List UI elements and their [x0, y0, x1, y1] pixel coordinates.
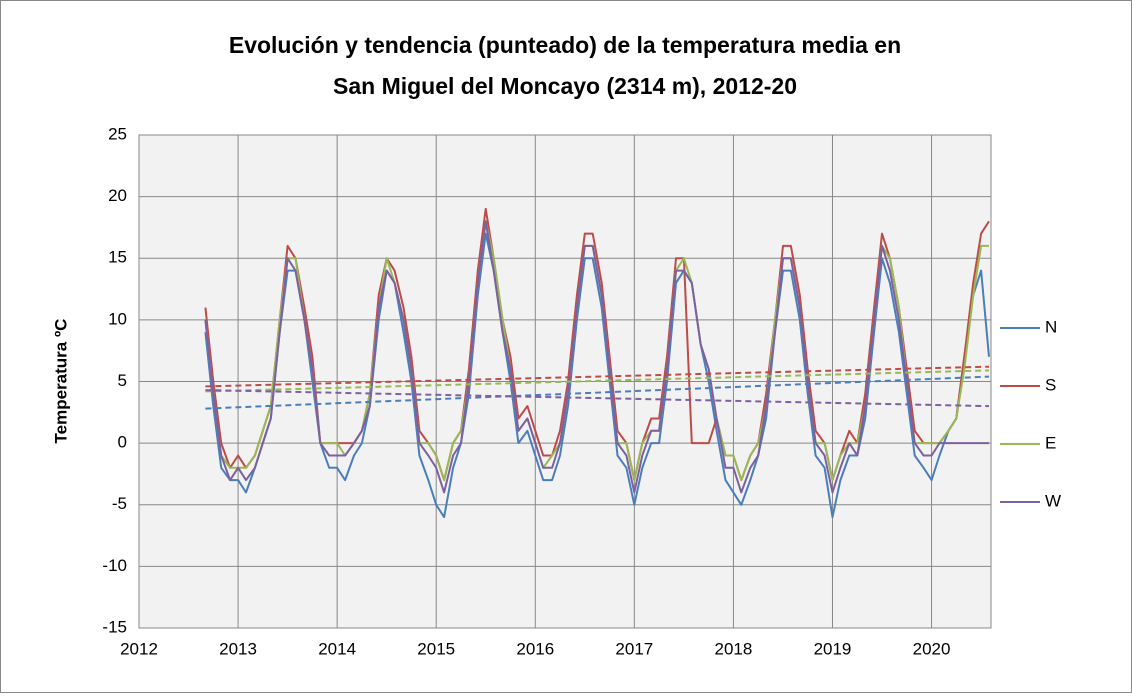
y-tick-label: 0	[118, 433, 127, 452]
x-tick-label: 2013	[219, 639, 257, 658]
x-tick-label: 2015	[417, 639, 455, 658]
y-tick-label: 20	[108, 186, 127, 205]
y-tick-label: 5	[118, 371, 127, 390]
series-line	[204, 220, 989, 494]
y-tick-label: 15	[108, 248, 127, 267]
y-tick-label: -10	[102, 556, 127, 575]
y-tick-label: 10	[108, 309, 127, 328]
y-axis-label: Temperatura ºC	[51, 319, 70, 444]
x-tick-label: 2018	[715, 639, 753, 658]
trend-line	[205, 375, 990, 410]
legend-label: N	[1045, 317, 1057, 336]
chart-title: Evolución y tendencia (punteado) de la t…	[229, 32, 901, 58]
y-tick-label: -15	[102, 617, 127, 636]
legend-label: W	[1045, 491, 1061, 510]
trend-line	[205, 365, 990, 388]
x-tick-label: 2017	[615, 639, 653, 658]
y-tick-label: -5	[112, 494, 127, 513]
chart-title: San Miguel del Moncayo (2314 m), 2012-20	[333, 73, 797, 99]
trend-line	[205, 389, 990, 408]
x-tick-label: 2016	[516, 639, 554, 658]
x-tick-label: 2012	[120, 639, 158, 658]
legend-label: E	[1045, 433, 1056, 452]
y-tick-label: 25	[108, 124, 127, 143]
trend-line	[205, 369, 990, 393]
legend-label: S	[1045, 375, 1056, 394]
x-tick-label: 2014	[318, 639, 356, 658]
x-tick-label: 2019	[814, 639, 852, 658]
x-tick-label: 2020	[913, 639, 951, 658]
